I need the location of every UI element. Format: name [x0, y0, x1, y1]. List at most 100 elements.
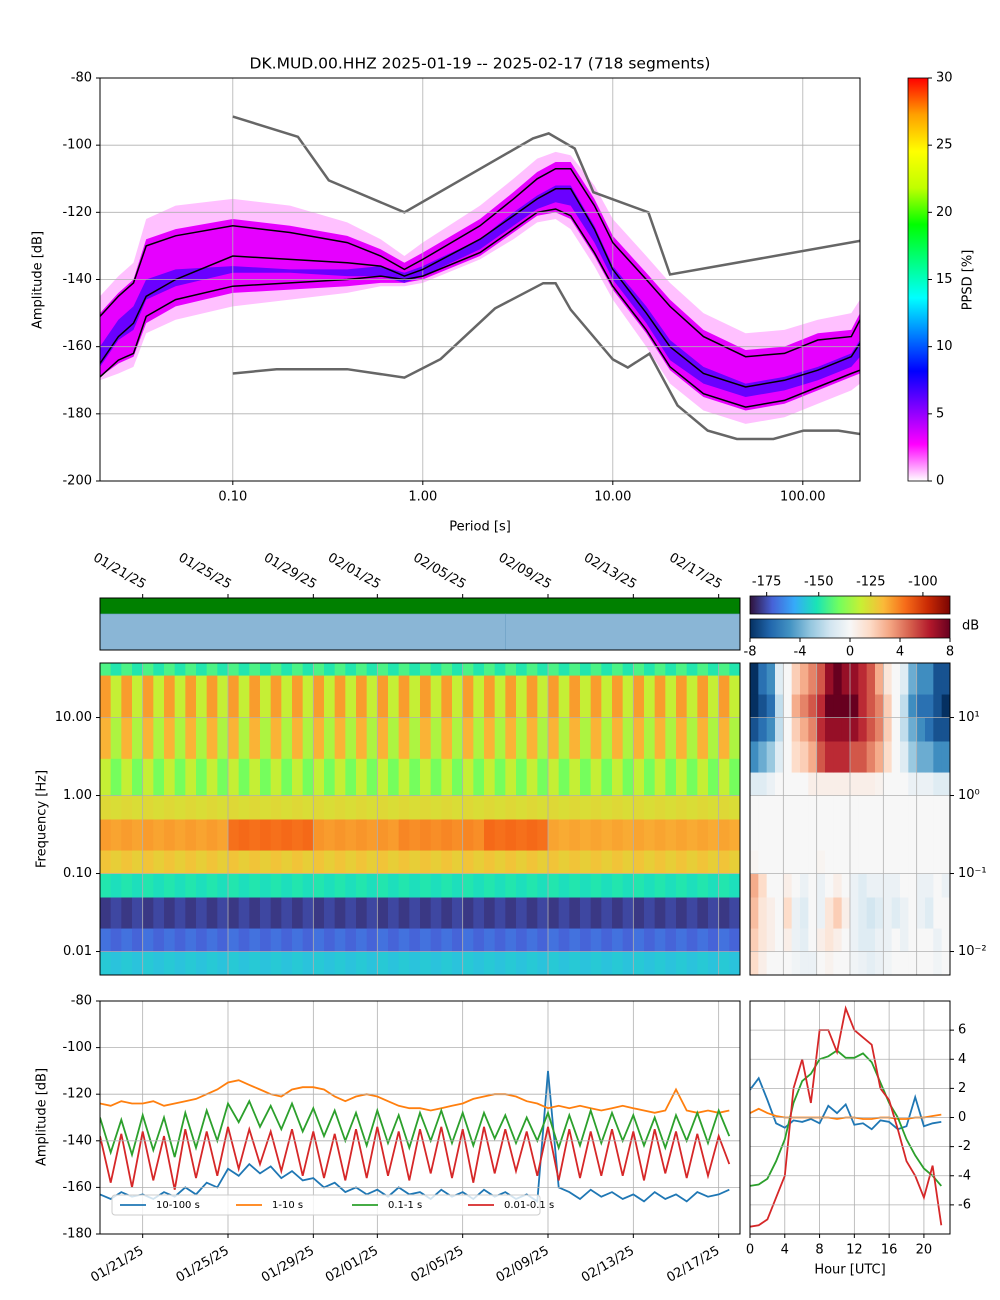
heatmap-cell [941, 928, 950, 953]
heatmap-cell [908, 663, 918, 695]
x-tick-label: 01/25/25 [174, 1244, 232, 1286]
heatmap-cell [858, 717, 868, 742]
heatmap-cell [916, 897, 926, 929]
heatmap-cell [750, 897, 759, 929]
heatmap-cell [366, 897, 378, 929]
heatmap-cell [249, 928, 261, 953]
heatmap-cell [783, 663, 793, 695]
heatmap-cell [697, 873, 709, 898]
heatmap-cell [420, 663, 432, 676]
heatmap-cell [132, 873, 144, 898]
heatmap-cell [816, 819, 826, 851]
heatmap-cell [750, 819, 759, 851]
heatmap-cell [665, 663, 677, 676]
heatmap-cell [569, 675, 581, 719]
heatmap-cell [164, 675, 176, 719]
heatmap-cell [833, 897, 843, 929]
heatmap-cell [875, 772, 884, 797]
heatmap-cell [142, 819, 154, 851]
heatmap-cell [153, 850, 165, 875]
heatmap-cell [697, 675, 709, 719]
heatmap-cell [398, 850, 410, 875]
heatmap-cell [430, 819, 442, 851]
heatmap-cell [260, 663, 272, 676]
heatmap-cell [590, 928, 602, 953]
heatmap-cell [334, 758, 346, 797]
heatmap-cell [548, 819, 560, 851]
colorbar-tick-label: -150 [804, 575, 834, 590]
heatmap-cell [196, 663, 208, 676]
heatmap-cell [633, 928, 645, 953]
heatmap-cell [420, 675, 432, 719]
heatmap-cell [718, 819, 730, 851]
heatmap-cell [388, 675, 400, 719]
heatmap-cell [164, 928, 176, 953]
heatmap-cell [494, 819, 506, 851]
heatmap-cell [841, 873, 851, 898]
heatmap-cell [775, 850, 784, 875]
heatmap-cell [420, 819, 432, 851]
heatmap-cell [260, 819, 272, 851]
heatmap-cell [494, 873, 506, 898]
heatmap-cell [185, 897, 197, 929]
heatmap-cell [228, 850, 240, 875]
y-axis-label: Amplitude [dB] [35, 1068, 50, 1166]
x-tick-label: 01/29/25 [259, 1244, 317, 1286]
heatmap-cell [875, 819, 884, 851]
heatmap-cell [366, 663, 378, 676]
heatmap-cell [708, 758, 720, 797]
heatmap-cell [654, 663, 666, 676]
heatmap-cell [100, 717, 112, 759]
heatmap-cell [858, 850, 868, 875]
heatmap-cell [900, 873, 909, 898]
heatmap-cell [313, 795, 325, 820]
heatmap-cell [441, 951, 453, 975]
y-tick-label: -4 [958, 1168, 971, 1183]
heatmap-cell [452, 873, 464, 898]
heatmap-cell [185, 951, 197, 975]
heatmap-cell [505, 795, 517, 820]
heatmap-cell [841, 928, 851, 953]
heatmap-cell [238, 758, 250, 797]
heatmap-cell [270, 717, 282, 759]
heatmap-cell [558, 873, 570, 898]
heatmap-cell [185, 873, 197, 898]
heatmap-cell [462, 928, 474, 953]
heatmap-cell [420, 850, 432, 875]
heatmap-cell [196, 758, 208, 797]
heatmap-cell [537, 663, 549, 676]
heatmap-cell [676, 897, 688, 929]
heatmap-cell [270, 795, 282, 820]
heatmap-cell [484, 951, 496, 975]
heatmap-cell [708, 928, 720, 953]
heatmap-cell [783, 928, 793, 953]
heatmap-cell [644, 663, 656, 676]
y-tick-label: -100 [62, 1040, 92, 1055]
heatmap-cell [142, 951, 154, 975]
heatmap-cell [313, 928, 325, 953]
heatmap-cell [153, 717, 165, 759]
x-tick-label: 02/13/25 [579, 1244, 637, 1286]
heatmap-cell [612, 850, 624, 875]
heatmap-cell [766, 897, 776, 929]
heatmap-cell [377, 717, 389, 759]
y-tick-label: -160 [62, 339, 92, 354]
heatmap-cell [750, 717, 759, 742]
heatmap-cell [686, 873, 698, 898]
heatmap-cell [356, 819, 368, 851]
heatmap-cell [121, 850, 133, 875]
heatmap-cell [808, 663, 818, 695]
heatmap-cell [833, 694, 843, 719]
legend-label: 0.1-1 s [388, 1200, 422, 1211]
heatmap-cell [441, 758, 453, 797]
heatmap-cell [916, 928, 926, 953]
x-tick-label: 01/21/25 [88, 1244, 146, 1286]
heatmap-cell [841, 850, 851, 875]
heatmap-cell [601, 675, 613, 719]
heatmap-cell [858, 663, 868, 695]
heatmap-cell [388, 795, 400, 820]
heatmap-cell [676, 873, 688, 898]
heatmap-cell [302, 928, 314, 953]
heatmap-cell [875, 850, 884, 875]
y-tick-label: 2 [958, 1081, 966, 1096]
